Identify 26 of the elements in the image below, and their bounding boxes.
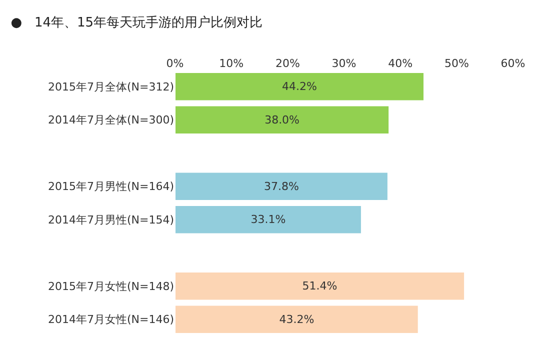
y-tick-label: 2014年7月女性(N=146) (48, 313, 174, 326)
chart-title: ● 14年、15年每天玩手游的用户比例对比 (10, 15, 263, 30)
data-label: 38.0% (264, 113, 300, 126)
x-tick-label: 50% (444, 56, 469, 70)
x-tick-label: 0% (166, 56, 184, 70)
x-tick-label: 20% (275, 56, 300, 70)
bar (175, 304, 419, 334)
y-tick-label: 2015年7月全体(N=312) (48, 80, 174, 94)
x-tick-label: 60% (500, 56, 526, 70)
x-tick-label: 10% (219, 56, 244, 70)
bar (175, 172, 388, 202)
y-tick-label: 2014年7月全体(N=300) (48, 114, 174, 127)
data-label: 37.8% (264, 180, 299, 193)
data-label: 51.4% (302, 280, 338, 293)
bar (175, 105, 390, 135)
data-label: 43.2% (279, 312, 314, 326)
y-tick-label: 2015年7月女性(N=148) (48, 280, 174, 293)
bar (175, 204, 362, 234)
y-tick-label: 2014年7月男性(N=154) (48, 213, 174, 226)
data-label: 44.2% (282, 80, 317, 94)
x-tick-label: 30% (332, 56, 356, 70)
bar (175, 72, 424, 102)
data-label: 33.1% (250, 213, 286, 226)
x-tick-label: 40% (388, 56, 413, 70)
bar (175, 271, 466, 301)
y-tick-label: 2015年7月男性(N=164) (48, 180, 174, 194)
